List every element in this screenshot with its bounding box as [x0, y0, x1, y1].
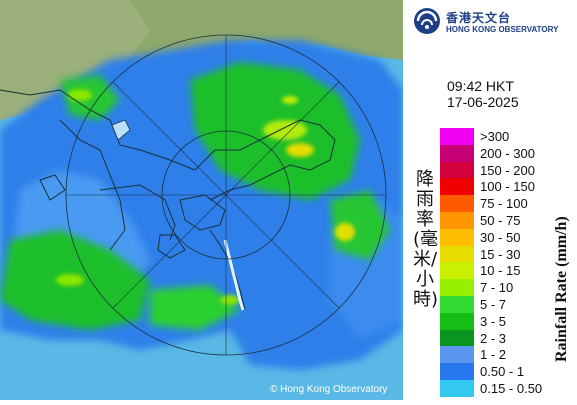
legend-swatch [440, 279, 474, 296]
legend-label: 10 - 15 [480, 263, 521, 279]
radar-map: © Hong Kong Observatory [0, 0, 403, 400]
legend-row: 75 - 100 [440, 195, 568, 212]
legend-row: 7 - 10 [440, 279, 568, 296]
hko-logo-icon [414, 8, 440, 34]
legend-label: 0.15 - 0.50 [480, 381, 543, 396]
legend-swatch [440, 245, 474, 263]
legend-row: 1 - 2 [440, 346, 568, 364]
copyright-text: © Hong Kong Observatory [270, 384, 388, 395]
legend-row: 15 - 30 [440, 245, 568, 263]
legend-label: 30 - 50 [480, 229, 521, 245]
legend-swatch [440, 212, 474, 229]
legend-row: 2 - 3 [440, 329, 568, 347]
rainfall-rate-label-en: Rainfall Rate (mm/h) [553, 216, 570, 362]
legend-swatch [440, 380, 474, 397]
legend-row: 50 - 75 [440, 212, 568, 229]
legend-swatch [440, 144, 474, 162]
timestamp-time: 09:42 HKT [447, 78, 514, 94]
legend-swatch [440, 195, 474, 212]
legend-row: 100 - 150 [440, 178, 568, 196]
legend-label: >300 [480, 129, 510, 144]
legend-label: 150 - 200 [480, 162, 535, 178]
coastline [0, 89, 336, 311]
legend-swatch [440, 128, 474, 145]
legend-swatch [440, 178, 474, 196]
legend-row: 150 - 200 [440, 161, 568, 179]
legend-label: 100 - 150 [480, 179, 535, 195]
bridge [223, 239, 245, 311]
legend-row: 0.15 - 0.50 [440, 380, 568, 397]
rainfall-rate-label-zh: 降雨率(毫米/小時) [413, 169, 439, 310]
legend-label: 1 - 2 [480, 347, 507, 363]
logo-english: HONG KONG OBSERVATORY [446, 25, 559, 34]
legend-swatch [440, 296, 474, 313]
radar-spokes [66, 35, 386, 355]
legend-label: 2 - 3 [480, 330, 507, 346]
legend-row: 3 - 5 [440, 312, 568, 330]
legend-row: 0.50 - 1 [440, 363, 568, 380]
legend-row: 5 - 7 [440, 296, 568, 313]
legend-swatch [440, 363, 474, 380]
hko-logo: 香港天文台 HONG KONG OBSERVATORY [413, 7, 575, 37]
land-north-west [0, 0, 150, 120]
legend-swatch [440, 329, 474, 347]
legend-row: 200 - 300 [440, 144, 568, 162]
legend-label: 3 - 5 [480, 313, 507, 329]
legend-label: 75 - 100 [480, 196, 528, 212]
legend-row: 10 - 15 [440, 262, 568, 280]
legend-row: >300 [440, 128, 568, 145]
legend-swatch [440, 346, 474, 364]
legend-swatch [440, 312, 474, 330]
legend-label: 0.50 - 1 [480, 364, 525, 380]
legend-label: 5 - 7 [480, 297, 507, 312]
timestamp-date: 17-06-2025 [447, 94, 519, 110]
legend-panel: 香港天文台 HONG KONG OBSERVATORY 09:42 HKT 17… [403, 0, 577, 400]
legend-label: 50 - 75 [480, 213, 521, 228]
legend-swatch [440, 262, 474, 280]
airport [111, 119, 131, 141]
legend-label: 15 - 30 [480, 246, 521, 262]
logo-chinese: 香港天文台 [446, 11, 512, 25]
legend-swatch [440, 228, 474, 246]
legend-label: 200 - 300 [480, 145, 535, 161]
rain-echo-moderate [56, 89, 355, 305]
radar-map-svg [0, 0, 403, 400]
legend-label: 7 - 10 [480, 280, 514, 296]
legend-row: 30 - 50 [440, 228, 568, 246]
legend-swatch [440, 161, 474, 179]
